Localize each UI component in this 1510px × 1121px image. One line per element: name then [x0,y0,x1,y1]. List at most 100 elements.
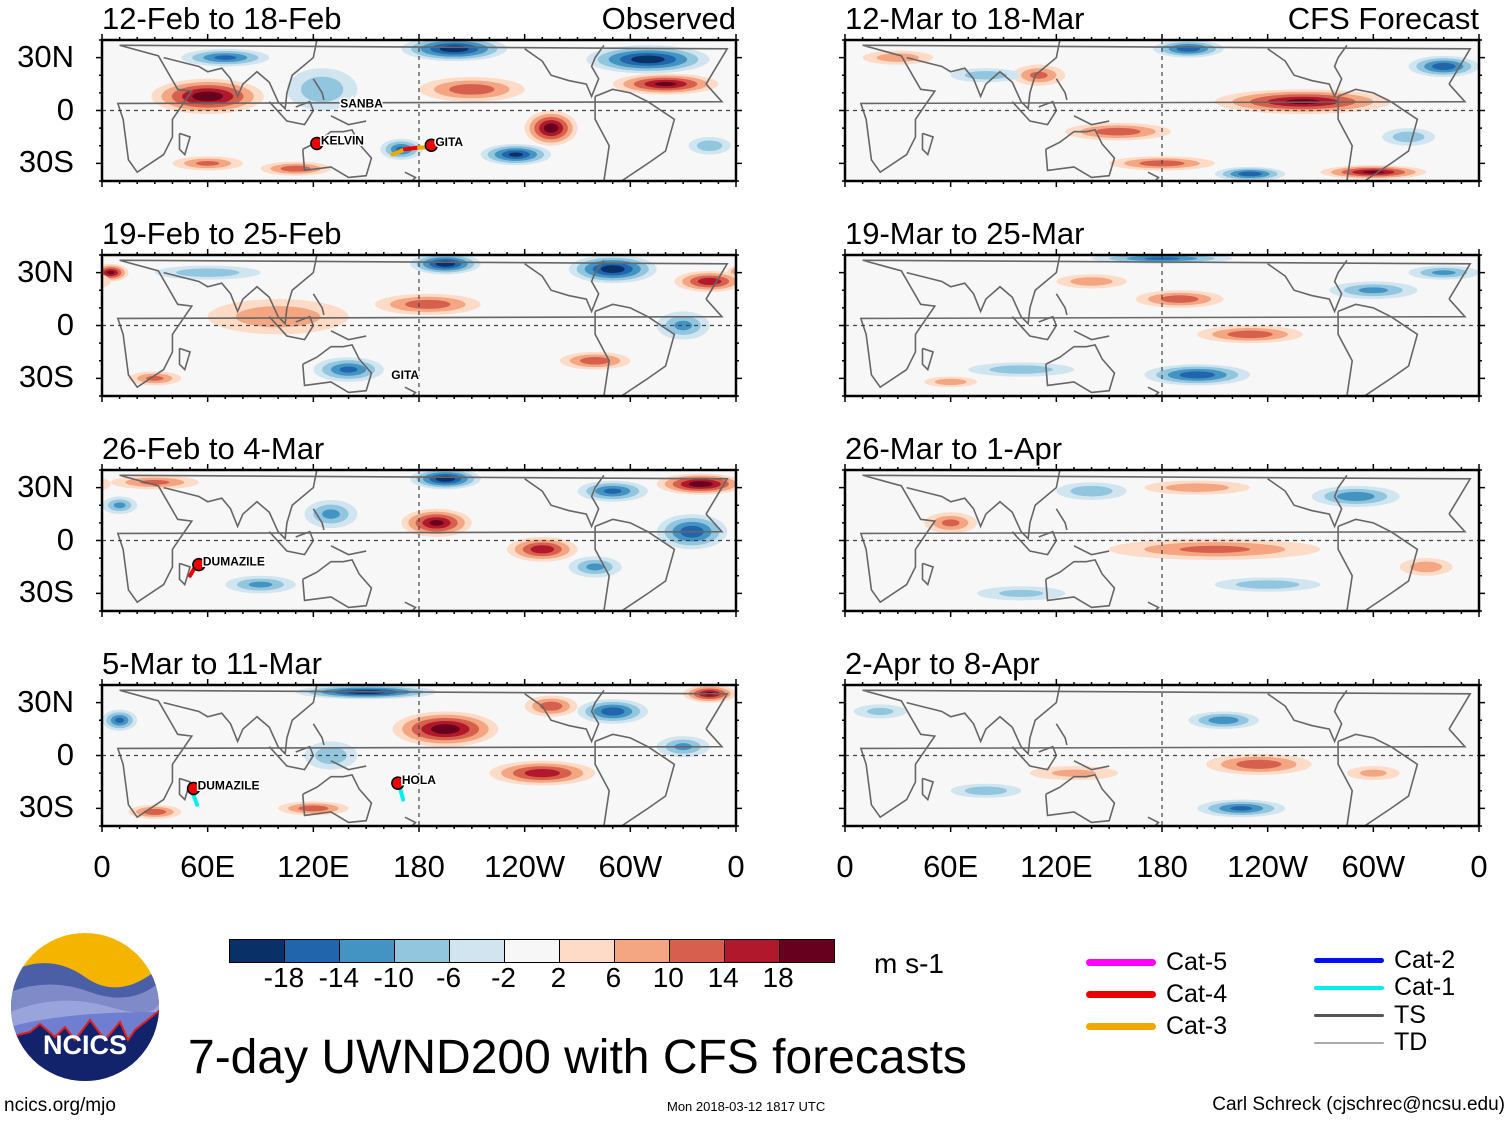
colorbar-tick-label: 14 [707,962,739,993]
coastline [404,171,417,181]
coastline [524,44,605,99]
wind-anomaly-contour [1432,62,1456,70]
coastline [1055,508,1068,531]
wind-anomaly-contour [339,366,358,373]
storm-name: HOLA [402,773,436,787]
wind-anomaly-contour [934,378,967,386]
y-axis-label: 30S [18,574,74,610]
colorbar-tick-label: -6 [436,962,462,993]
wind-anomaly-contour [654,81,677,87]
wind-anomaly-contour [1160,295,1199,303]
y-axis-label: 0 [56,736,74,772]
wind-anomaly-contour [322,509,340,519]
legend-line-swatch [1086,959,1156,966]
x-axis-label: 60E [180,849,236,884]
colorbar-swatch [725,940,780,962]
wind-anomaly-contour [1070,277,1113,286]
wind-anomaly-contour [1362,170,1384,174]
wind-anomaly-contour [600,265,625,273]
coastline [1337,733,1419,826]
wind-anomaly-contour [429,520,444,526]
legend-item-cat-2: Cat-2 [1314,946,1455,975]
wind-anomaly-contour [102,274,111,289]
x-axis-label: 120E [1020,849,1093,884]
colorbar-tick-label: -14 [318,962,360,993]
coastline [301,773,373,824]
wind-anomaly-contour [1095,127,1141,136]
coastline [1337,303,1419,396]
y-axis-label: 0 [56,521,74,557]
coastline [1267,259,1348,314]
y-axis-label: 30N [17,683,74,719]
coastline [1055,723,1068,746]
coastline [921,347,935,372]
colorbar-tick-label: -18 [263,962,305,993]
coastline [1147,386,1160,396]
wind-anomaly-contour [1410,561,1443,573]
y-axis-label: 0 [56,306,74,342]
storm-marker-icon [424,138,439,152]
ncics-logo: NCICS [10,932,160,1082]
colorbar-swatch [340,940,395,962]
coastline [116,474,729,604]
y-axis-label: 30N [17,468,74,504]
wind-anomaly-contour [674,320,692,331]
logo-text: NCICS [43,1030,127,1060]
wind-anomaly-contour [214,55,237,60]
coastline [1337,88,1419,181]
colorbar-swatch [450,940,505,962]
storm-name: KELVIN [321,133,364,147]
coastline [524,474,605,529]
y-axis-label: 30S [18,359,74,395]
x-axis-label: 0 [93,849,111,884]
wind-anomaly-contour [192,91,224,102]
wind-anomaly-contour [1208,716,1239,725]
colorbar-tick-label: -10 [373,962,414,993]
coastline [859,259,1472,389]
coastline [1055,293,1068,316]
wind-anomaly-contour [876,53,919,62]
wind-anomaly-contour [543,123,559,133]
wind-anomaly-contour [1360,769,1387,777]
wind-anomaly-contour [298,805,329,812]
colorbar-swatch [395,940,450,962]
legend-line-swatch [1086,1023,1156,1030]
legend-label: Cat-2 [1394,946,1456,974]
colorbar-tick-label: 18 [762,962,794,993]
wind-anomaly-contour [603,488,622,494]
wind-anomaly-contour [143,808,167,815]
coastline [163,685,318,756]
legend-item-cat-1: Cat-1 [1314,973,1455,1002]
panel-source-label: CFS Forecast [1287,1,1479,36]
wind-anomaly-contour [1230,806,1253,811]
coastline [301,558,373,609]
wind-anomaly-contour [102,477,111,491]
coastline [594,88,676,181]
coastline [178,347,192,372]
colorbar-tick-label: 10 [652,962,684,993]
wind-anomaly-contour [449,84,495,95]
x-axis-label: 180 [393,849,445,884]
x-axis-label: 120W [1227,849,1309,884]
coastline [594,518,676,611]
coastline [330,330,367,341]
coastline [330,760,367,771]
wind-anomaly-contour [1432,270,1456,275]
colorbar-tick-label: 2 [550,962,567,993]
coastline [594,733,676,826]
colorbar-swatch [230,940,285,962]
wind-anomaly-contour [508,152,523,157]
coastline [404,386,417,396]
x-axis-label: 180 [1136,849,1188,884]
storm-marker-icon [310,136,324,151]
legend-item-ts: TS [1314,1001,1426,1030]
storm-name: DUMAZILE [198,778,260,792]
y-axis-label: 30N [17,253,74,289]
wind-anomaly-contour [175,268,240,277]
legend-line-swatch [1314,958,1384,963]
wind-anomaly-contour [1179,545,1251,553]
x-axis-label: 0 [1470,849,1488,884]
storm-marker-icon [186,781,201,796]
panel-title: 12-Feb to 18-Feb [102,1,342,36]
colorbar-swatch [505,940,560,962]
